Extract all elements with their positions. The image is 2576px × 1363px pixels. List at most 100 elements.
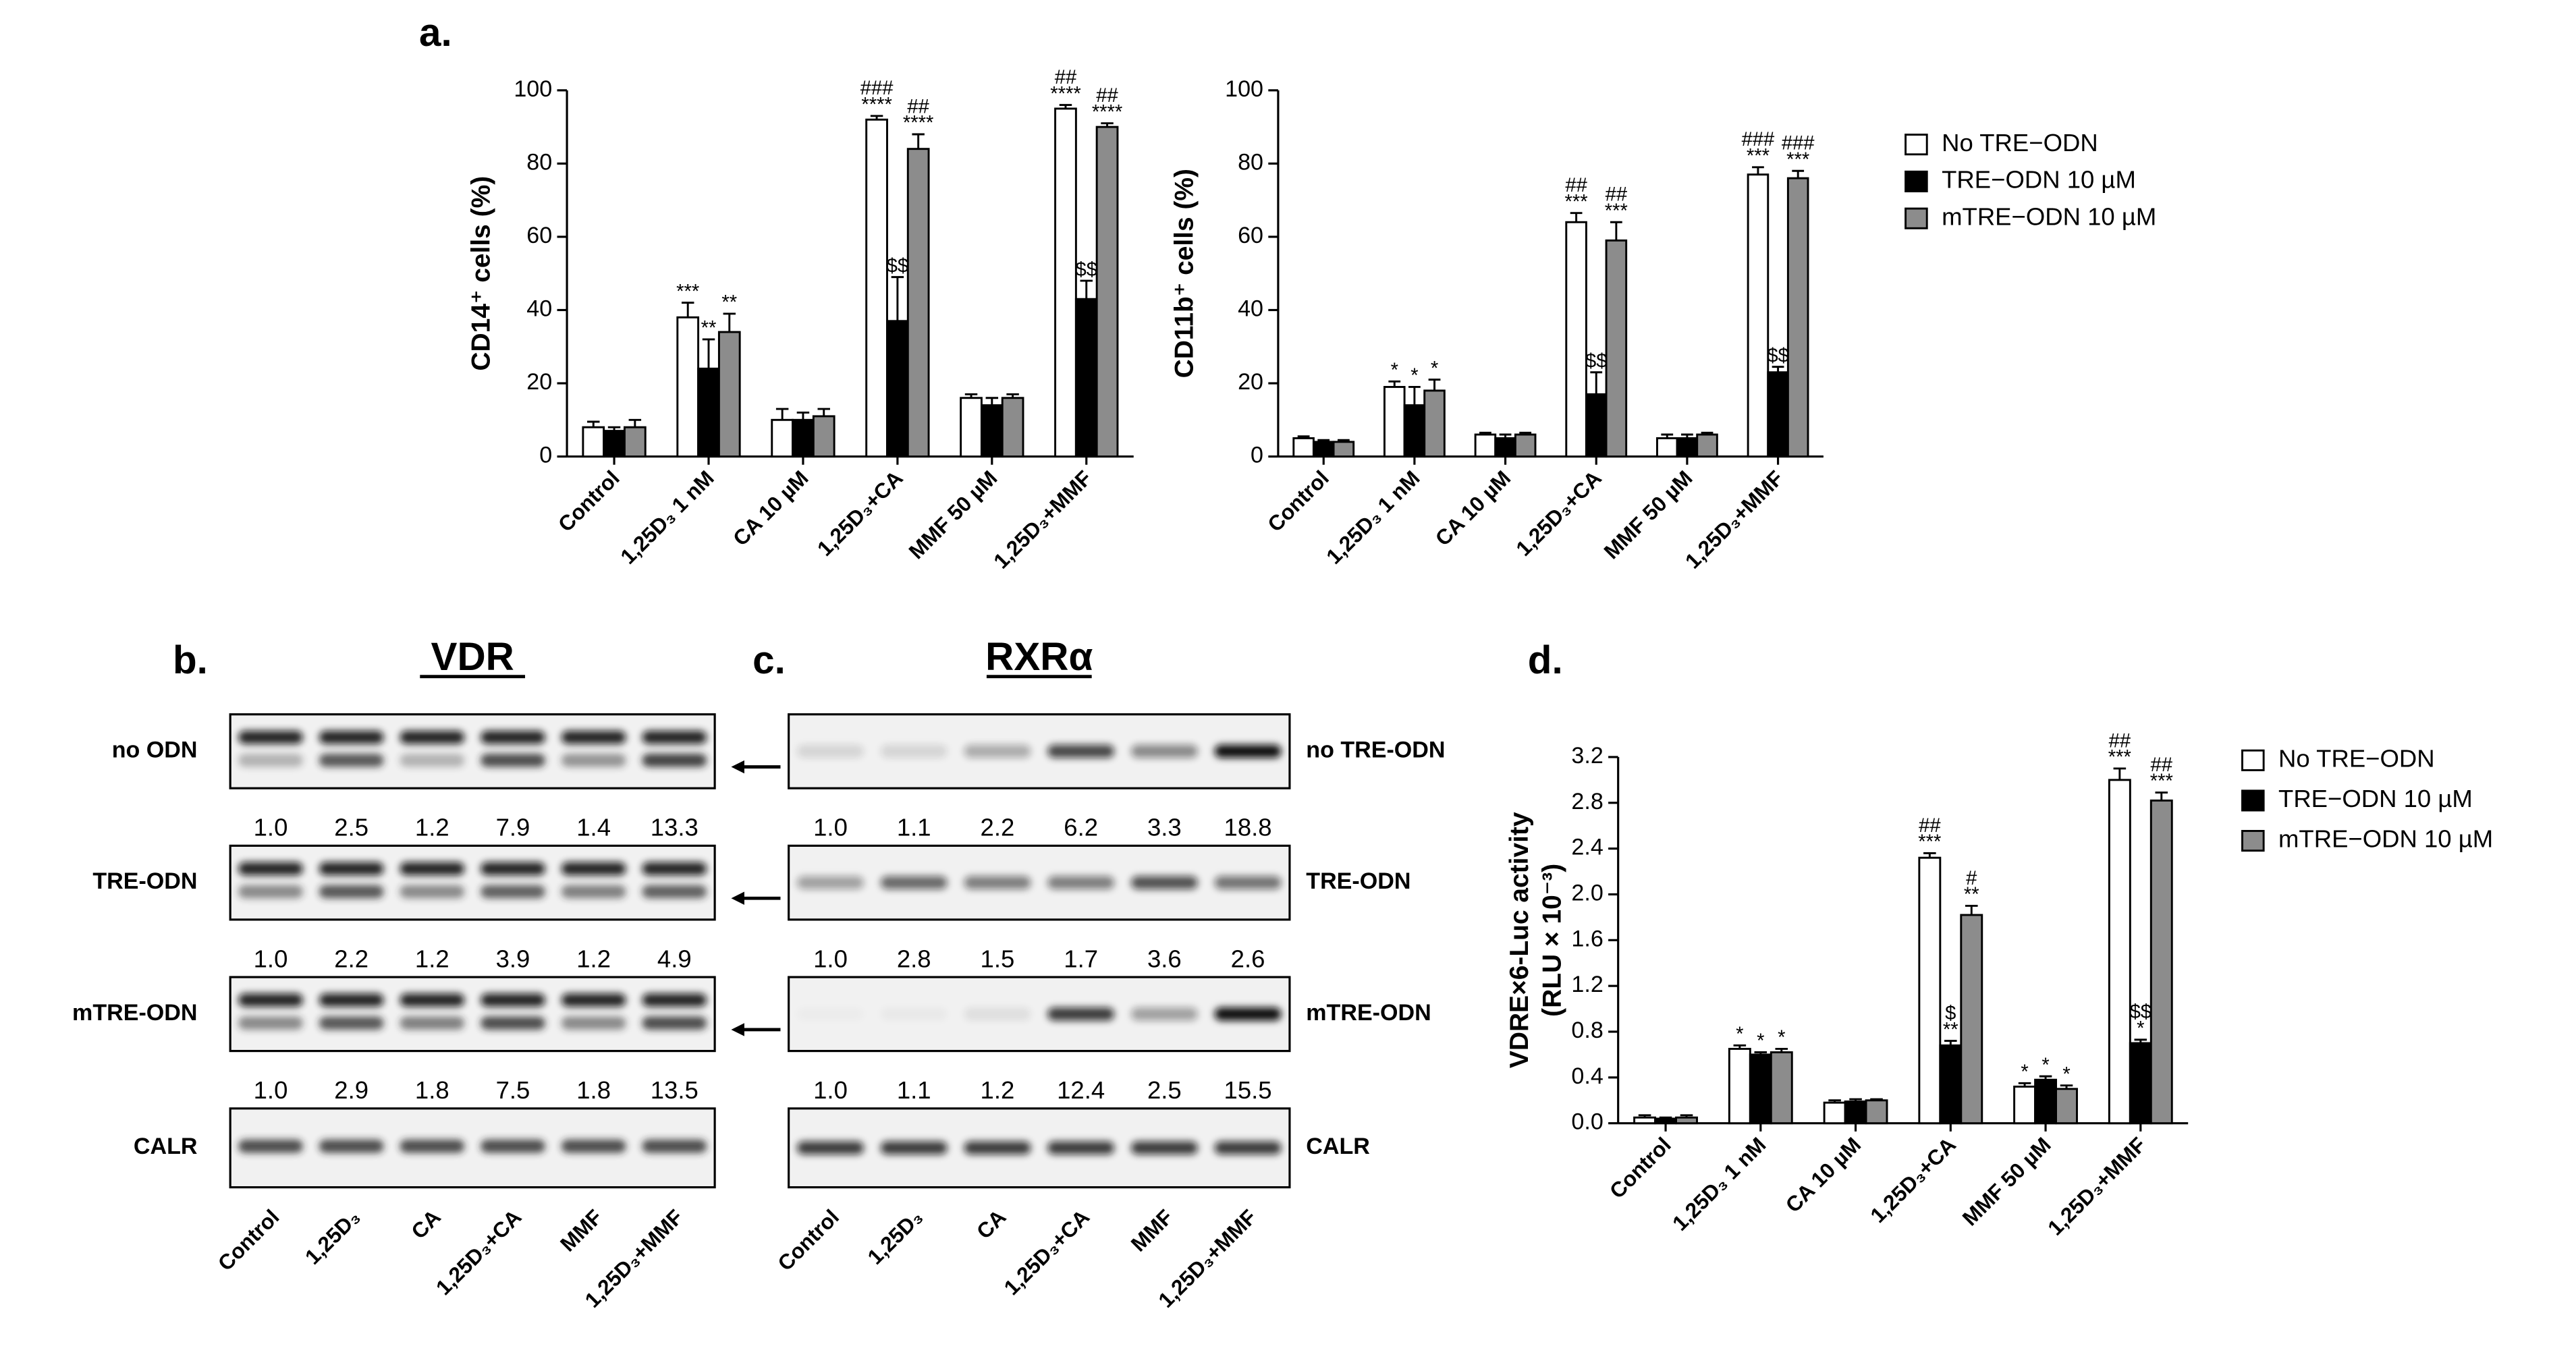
error-bar (2060, 1084, 2073, 1089)
blot-quant: 1.1 (897, 1076, 931, 1104)
bar (1585, 393, 1608, 458)
blot-quant: 1.2 (415, 945, 449, 972)
blot-band (797, 1141, 864, 1155)
significance-label: ## (907, 96, 929, 117)
blot-band (1214, 1007, 1282, 1021)
blot-band (561, 754, 626, 767)
bar (865, 118, 888, 458)
blot-band (642, 885, 707, 899)
bar (1633, 1116, 1657, 1125)
arrow-head (731, 760, 744, 774)
significance-label: *** (1747, 146, 1770, 167)
significance-label: *** (676, 281, 699, 302)
significance-label: *** (2108, 747, 2131, 769)
significance-label: *** (1605, 200, 1628, 222)
legend-label: mTRE−ODN 10 µM (1942, 202, 2156, 230)
blot-quant: 18.8 (1224, 814, 1272, 841)
blot-box (229, 844, 716, 921)
blot-band (400, 885, 465, 899)
blot-quant: 15.5 (1224, 1076, 1272, 1104)
blot-band (319, 862, 384, 876)
x-tick-label: Control (1263, 466, 1334, 536)
bar (2034, 1078, 2058, 1125)
blot-band (880, 744, 948, 758)
blot-band (881, 1007, 948, 1020)
significance-label: * (1431, 358, 1438, 379)
bar (1918, 856, 1942, 1125)
blot-row-label: mTRE-ODN (72, 1000, 197, 1026)
error-bar (775, 408, 789, 420)
significance-label: $ (1945, 1003, 1956, 1024)
blot-quant: 7.9 (496, 814, 530, 841)
lane-label: 1,25D₃ (862, 1204, 927, 1269)
y-tick-label: 60 (526, 223, 552, 248)
error-bar (1610, 221, 1622, 241)
blot-band (880, 876, 948, 889)
bar (1655, 437, 1678, 458)
blot-quant: 2.8 (897, 945, 931, 972)
y-tick-label: 3.2 (1571, 743, 1603, 769)
bar (1332, 441, 1355, 458)
legend-label: No TRE−ODN (2278, 744, 2435, 772)
error-bar (1519, 431, 1532, 435)
blot-band (642, 731, 707, 744)
bar (1403, 404, 1426, 458)
blot-title: VDR (431, 635, 514, 679)
blot-band (642, 1140, 707, 1153)
bar (2055, 1088, 2078, 1125)
error-bar (870, 115, 883, 120)
error-bar (1752, 166, 1764, 175)
error-bar (2155, 791, 2168, 801)
error-bar (1681, 433, 1693, 439)
blot-band (1047, 876, 1115, 889)
blot-band (964, 1141, 1031, 1155)
y-tick-label: 0 (539, 443, 552, 468)
legend-swatch (2241, 749, 2265, 771)
bar (1960, 914, 1983, 1125)
blot-band (1214, 876, 1282, 889)
bar (1001, 397, 1024, 458)
blot-band (481, 993, 545, 1007)
blot-row-label: mTRE-ODN (1306, 1000, 1431, 1026)
blot-band (238, 754, 303, 767)
blot-band (481, 731, 545, 744)
blot-band (880, 1141, 948, 1155)
blot-band (1047, 1141, 1115, 1155)
blot-quant: 12.4 (1057, 1076, 1105, 1104)
bar (1749, 1053, 1772, 1125)
legend-label: TRE−ODN 10 µM (1942, 166, 2136, 194)
bar (812, 415, 835, 458)
blot-band (1130, 876, 1198, 889)
error-bar (628, 418, 642, 428)
arrow-head (731, 891, 744, 905)
y-tick-label: 60 (1238, 223, 1263, 248)
error-bar (1059, 104, 1072, 109)
blot-band (400, 754, 465, 767)
x-tick-label: 1,25D₃+CA (813, 466, 908, 561)
y-tick-label: 40 (1238, 296, 1263, 321)
y-tick-label: 0.4 (1571, 1063, 1603, 1089)
blot-row-label: no TRE-ODN (1306, 737, 1445, 762)
blot-band (319, 1016, 384, 1030)
blot-band (238, 885, 303, 899)
blot-band (1214, 744, 1282, 758)
y-tick-label: 0.0 (1571, 1109, 1603, 1135)
bar (1676, 437, 1699, 458)
significance-label: **** (1050, 83, 1080, 105)
x-tick-label: 1,25D₃ 1 nM (1668, 1132, 1771, 1235)
bar (1696, 433, 1718, 458)
error-bar (1499, 433, 1512, 439)
bar (1786, 177, 1809, 458)
blot-row-label: TRE-ODN (92, 868, 197, 894)
blot-band (400, 1140, 465, 1153)
blot-band (797, 1007, 864, 1020)
significance-label: *** (1786, 149, 1809, 171)
blot-quant: 6.2 (1064, 814, 1098, 841)
bar (1728, 1047, 1751, 1125)
y-tick-label: 2.8 (1571, 789, 1603, 814)
error-bar (1080, 279, 1093, 300)
error-bar (985, 397, 999, 406)
y-axis-label: VDRE×6-Luc activity (1505, 812, 1534, 1068)
x-tick-label: MMF 50 µM (1958, 1132, 2056, 1230)
